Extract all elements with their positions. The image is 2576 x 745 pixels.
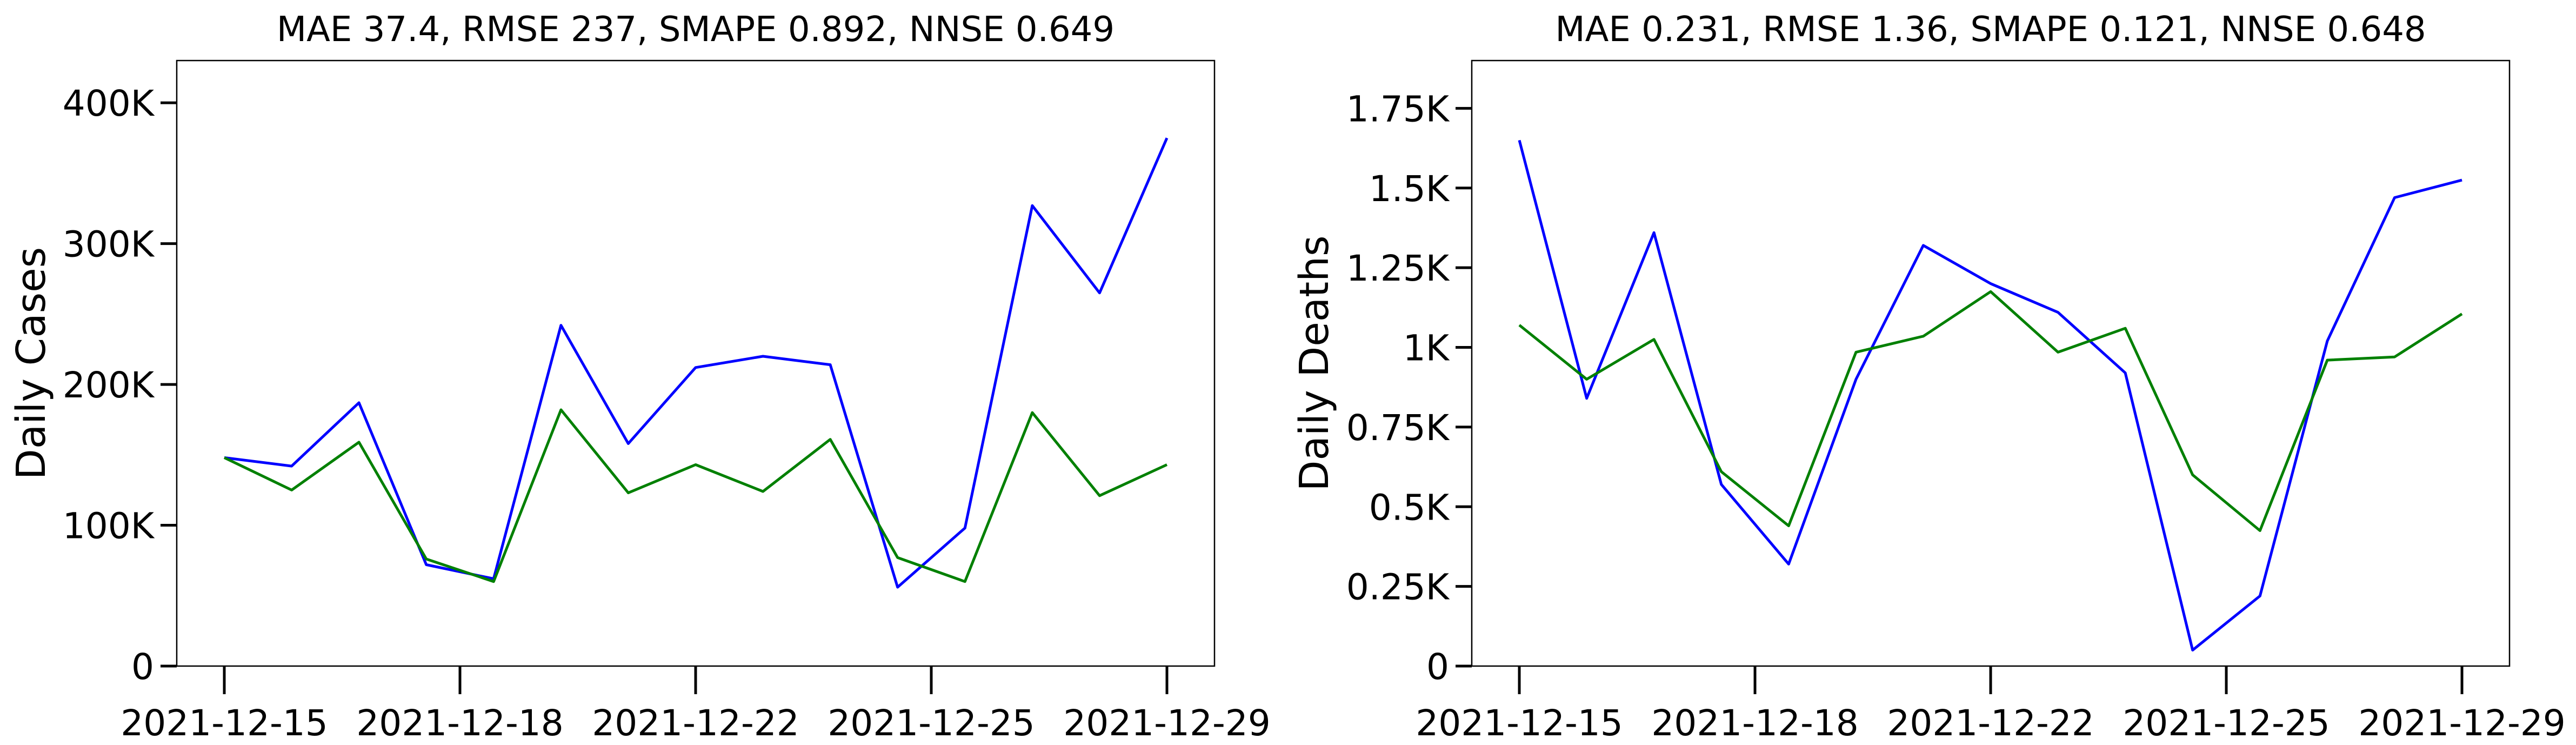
y-tick-label: 1.25K <box>1346 248 1450 289</box>
y-tick-label: 0.5K <box>1369 487 1450 528</box>
y-tick-label: 0.25K <box>1346 567 1450 608</box>
series-line-0 <box>224 137 1169 589</box>
x-tick-label: 2021-12-25 <box>2123 702 2330 744</box>
chart-panel-cases: MAE 37.4, RMSE 237, SMAPE 0.892, NNSE 0.… <box>8 10 1271 744</box>
y-tick-label: 0 <box>131 646 154 688</box>
chart-title: MAE 0.231, RMSE 1.36, SMAPE 0.121, NNSE … <box>1555 10 2426 50</box>
chart-panel-deaths: MAE 0.231, RMSE 1.36, SMAPE 0.121, NNSE … <box>1291 10 2566 744</box>
series-line-0 <box>1518 139 2462 651</box>
series-line-1 <box>1518 290 2463 532</box>
y-tick-label: 1K <box>1403 328 1450 369</box>
y-tick-label: 0 <box>1426 646 1449 688</box>
x-tick-label: 2021-12-25 <box>827 702 1035 744</box>
y-tick-label: 100K <box>63 505 155 547</box>
chart-title: MAE 37.4, RMSE 237, SMAPE 0.892, NNSE 0.… <box>277 10 1115 50</box>
x-tick-label: 2021-12-18 <box>1651 702 1859 744</box>
series-line-1 <box>223 408 1168 583</box>
y-tick-label: 300K <box>63 224 155 265</box>
x-tick-label: 2021-12-22 <box>592 702 799 744</box>
y-tick-label: 1.75K <box>1346 88 1450 130</box>
x-tick-label: 2021-12-29 <box>1063 702 1271 744</box>
x-tick-label: 2021-12-18 <box>356 702 564 744</box>
x-tick-label: 2021-12-22 <box>1887 702 2094 744</box>
y-axis-label: Daily Deaths <box>1291 235 1338 491</box>
y-tick-label: 0.75K <box>1346 407 1450 449</box>
y-tick-label: 200K <box>63 364 155 406</box>
x-tick-label: 2021-12-15 <box>121 702 328 744</box>
x-tick-label: 2021-12-15 <box>1416 702 1623 744</box>
y-axis-label: Daily Cases <box>8 247 55 480</box>
x-tick-label: 2021-12-29 <box>2358 702 2566 744</box>
y-tick-label: 1.5K <box>1369 168 1450 210</box>
y-tick-label: 400K <box>63 83 155 124</box>
